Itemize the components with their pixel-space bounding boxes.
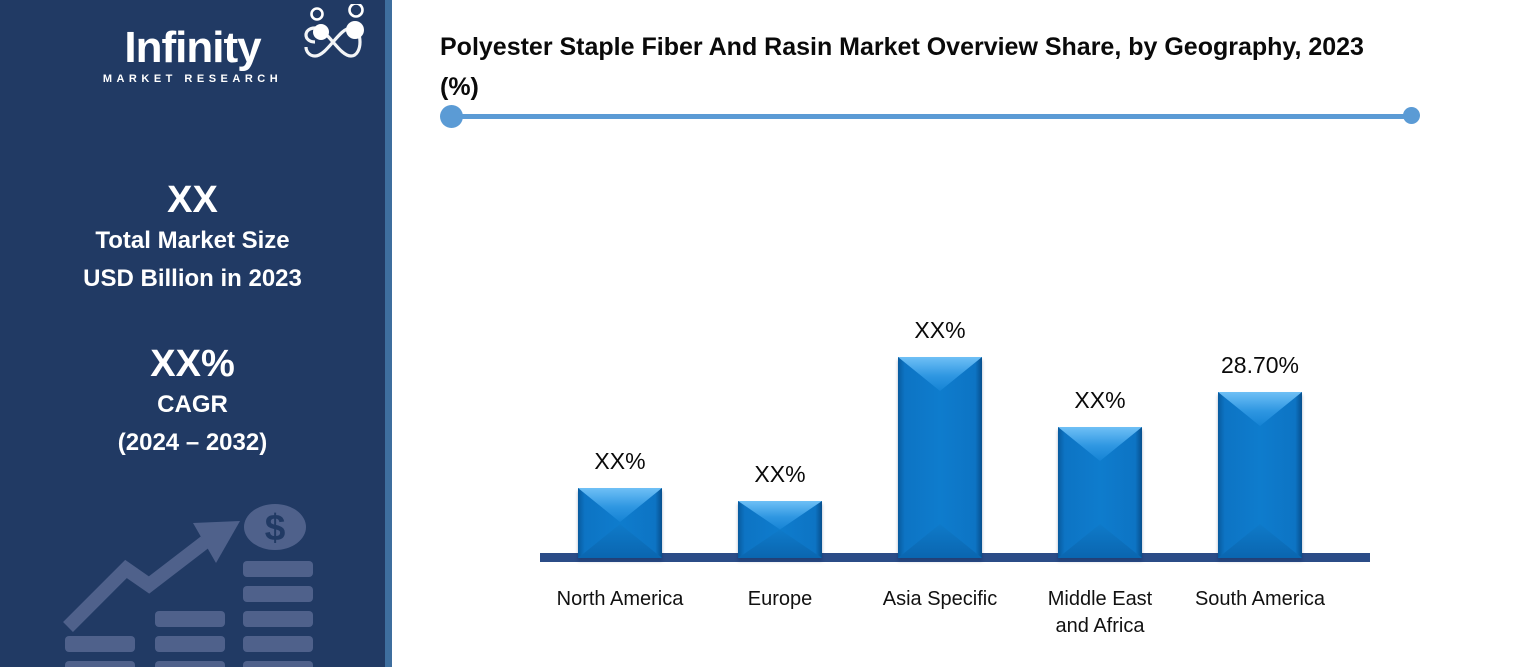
- chart-category-group-north-america: XX% North America: [540, 300, 700, 640]
- bar-south-america: [1218, 392, 1302, 558]
- category-label-south-america: South America: [1194, 588, 1326, 610]
- chart-category-group-middle-east-and-africa: XX% Middle East and Africa: [1020, 300, 1180, 640]
- logo-tagline: MARKET RESEARCH: [102, 73, 283, 85]
- bar-value-label-asia-specific: XX%: [914, 317, 966, 343]
- bar-value-label-north-america: XX%: [594, 448, 646, 474]
- cagr-value: XX%: [150, 343, 235, 385]
- cagr-block: XX% CAGR (2024 – 2032): [0, 343, 385, 463]
- underline-line: [452, 114, 1410, 119]
- underline-left-dot-icon: [440, 105, 463, 128]
- market-size-line1: Total Market Size: [95, 226, 290, 254]
- chart-title: Polyester Staple Fiber And Rasin Market …: [440, 27, 1515, 107]
- category-label-north-america: North America: [556, 588, 684, 610]
- cagr-label: CAGR: [157, 390, 228, 418]
- bar-stack-icon: [65, 561, 313, 667]
- logo-brand-text: Infinity: [124, 23, 261, 72]
- chart-category-group-europe: XX% Europe: [700, 300, 860, 640]
- title-underline: [440, 104, 1420, 128]
- finance-growth-decoration: $: [63, 504, 313, 667]
- bar-value-label-europe: XX%: [754, 461, 806, 487]
- infinity-people-icon: [304, 4, 364, 58]
- category-label-europe: Europe: [747, 588, 813, 610]
- dollar-coin-icon: $: [244, 504, 306, 550]
- sidebar: Infinity MARKET RESEARCH XX Total Market…: [0, 0, 385, 667]
- chart-category-group-asia-specific: XX% Asia Specific: [860, 300, 1020, 640]
- underline-right-dot-icon: [1403, 107, 1420, 124]
- bar-value-label-south-america: 28.70%: [1220, 352, 1299, 378]
- category-label-asia-specific: Asia Specific: [882, 588, 998, 610]
- infinity-logo: Infinity MARKET RESEARCH: [0, 4, 385, 85]
- bar-chart-slots: XX% North America XX% Europe XX% Asia Specifi…: [540, 300, 1340, 640]
- bar-north-america: [578, 488, 662, 558]
- cagr-period: (2024 – 2032): [117, 429, 268, 457]
- bar-europe: [738, 501, 822, 558]
- bar-chart: XX% North America XX% Europe XX% Asia Specifi…: [540, 300, 1370, 640]
- bar-middle-east-and-africa: [1058, 427, 1142, 558]
- svg-text:$: $: [265, 507, 286, 548]
- market-size-block: XX Total Market Size USD Billion in 2023: [0, 179, 385, 299]
- chart-title-line1: Polyester Staple Fiber And Rasin Market …: [440, 33, 1364, 61]
- market-size-line2: USD Billion in 2023: [83, 265, 302, 293]
- category-label-middle-east-and-africa: Middle East and Africa: [1047, 588, 1153, 637]
- bar-value-label-middle-east-and-africa: XX%: [1074, 387, 1126, 413]
- market-size-value: XX: [167, 179, 218, 221]
- chart-category-group-south-america: 28.70% South America: [1180, 300, 1340, 640]
- growth-arrow-icon: [63, 521, 240, 632]
- bar-asia-specific: [898, 357, 982, 558]
- sidebar-accent-strip: [385, 0, 392, 667]
- chart-title-line2: (%): [440, 73, 479, 101]
